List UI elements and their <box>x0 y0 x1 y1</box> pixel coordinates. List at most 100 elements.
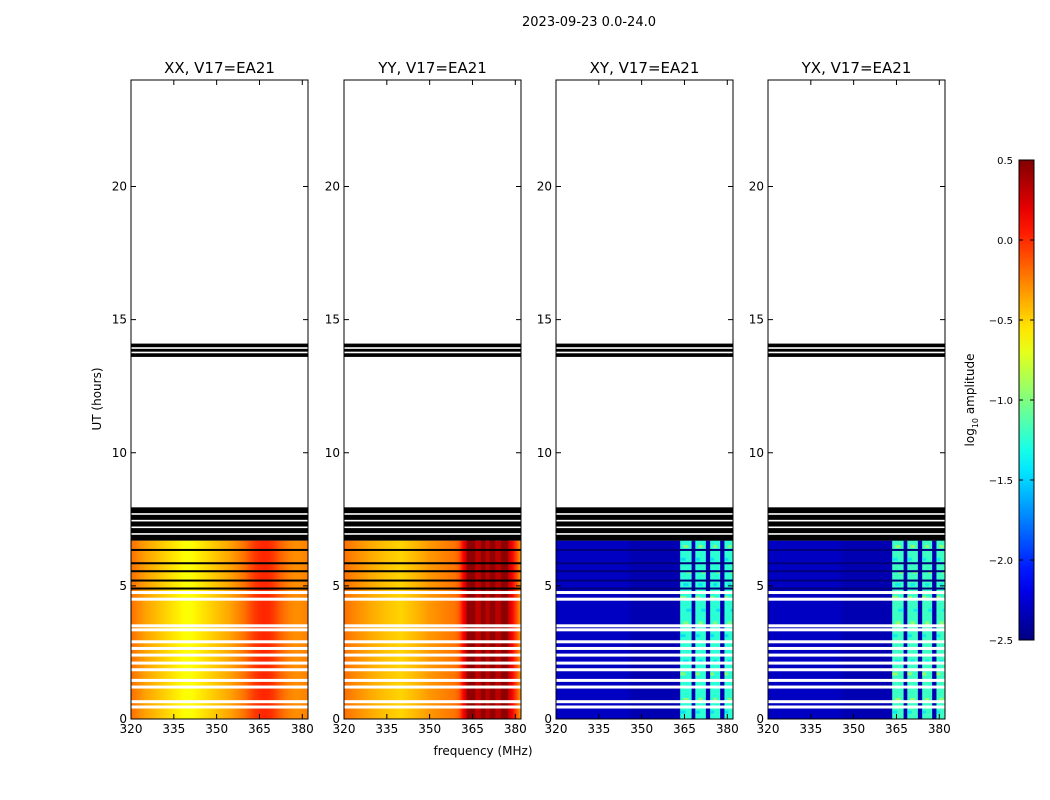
x-tick-label: 335 <box>587 722 610 736</box>
gap-line <box>131 624 308 628</box>
dark-line <box>131 579 308 582</box>
x-tick-label: 350 <box>418 722 441 736</box>
gap-line <box>556 678 733 682</box>
y-tick-label: 20 <box>325 180 340 194</box>
gap-line <box>556 646 733 650</box>
y-tick-label: 20 <box>112 180 127 194</box>
dark-line <box>344 570 521 573</box>
gap-line <box>131 628 308 632</box>
panel-title: XY, V17=EA21 <box>590 59 700 77</box>
x-tick-label: 365 <box>461 722 484 736</box>
x-tick-label: 320 <box>333 722 356 736</box>
gap-line <box>131 640 308 644</box>
gap-line <box>344 668 521 672</box>
gap-line <box>344 624 521 628</box>
gap-line <box>768 678 945 682</box>
x-tick-label: 350 <box>205 722 228 736</box>
flagged-band <box>131 507 308 541</box>
dark-line <box>556 548 733 551</box>
gap-line <box>556 624 733 628</box>
gap-line <box>344 591 521 595</box>
gap-line <box>556 597 733 601</box>
dark-line <box>768 548 945 551</box>
dark-line <box>768 570 945 573</box>
gap-line <box>556 661 733 665</box>
gap-line <box>768 628 945 632</box>
gap-line <box>556 653 733 657</box>
gap-line <box>768 661 945 665</box>
panel-title: YX, V17=EA21 <box>801 59 912 77</box>
gap-line <box>768 685 945 689</box>
gap-line <box>131 653 308 657</box>
gap-line <box>344 705 521 709</box>
plot-frame <box>343 79 522 720</box>
colorbar-tick-label: −2.5 <box>989 636 1013 647</box>
gap-line <box>556 705 733 709</box>
dark-line <box>556 562 733 565</box>
x-tick-label: 335 <box>375 722 398 736</box>
flagged-band <box>344 343 521 357</box>
gap-line <box>768 624 945 628</box>
x-tick-label: 335 <box>799 722 822 736</box>
y-tick-label: 0 <box>332 712 340 726</box>
panel-yx: YX, V17=EA21 320 335 350 365 380 0 5 10 15 20 <box>749 59 951 736</box>
flagged-band <box>768 507 945 541</box>
y-tick-label: 20 <box>537 180 552 194</box>
y-tick-label: 15 <box>325 313 340 327</box>
y-tick-label: 0 <box>119 712 127 726</box>
y-tick-label: 15 <box>112 313 127 327</box>
y-tick-label: 10 <box>112 446 127 460</box>
dark-line <box>131 570 308 573</box>
gap-line <box>556 685 733 689</box>
gap-line <box>768 700 945 704</box>
colorbar-tick-label: −1.5 <box>989 476 1013 487</box>
y-tick-label: 10 <box>537 446 552 460</box>
panel-title: YY, V17=EA21 <box>377 59 487 77</box>
gap-line <box>768 668 945 672</box>
gap-line <box>131 597 308 601</box>
panel-title: XX, V17=EA21 <box>164 59 275 77</box>
dark-line <box>131 562 308 565</box>
gap-line <box>344 700 521 704</box>
x-tick-label: 365 <box>673 722 696 736</box>
x-tick-label: 380 <box>504 722 527 736</box>
plot-frame <box>130 79 309 720</box>
gap-line <box>131 661 308 665</box>
dark-line <box>556 570 733 573</box>
gap-line <box>344 640 521 644</box>
colorbar-tick-label: 0.5 <box>997 156 1013 167</box>
gap-line <box>131 591 308 595</box>
flagged-band <box>556 343 733 357</box>
gap-line <box>556 700 733 704</box>
gap-line <box>768 597 945 601</box>
plot-frame <box>767 79 946 720</box>
y-tick-label: 5 <box>119 579 127 593</box>
dark-line <box>131 587 308 590</box>
y-tick-label: 15 <box>749 313 764 327</box>
x-tick-label: 320 <box>757 722 780 736</box>
y-tick-label: 0 <box>756 712 764 726</box>
y-axis-label: UT (hours) <box>90 367 104 430</box>
dark-line <box>768 579 945 582</box>
figure-title: 2023-09-23 0.0-24.0 <box>522 15 656 30</box>
y-tick-label: 10 <box>325 446 340 460</box>
dark-line <box>344 587 521 590</box>
x-tick-label: 350 <box>630 722 653 736</box>
y-tick-label: 20 <box>749 180 764 194</box>
flagged-band <box>768 343 945 357</box>
dark-line <box>556 587 733 590</box>
colorbar-tick-label: −2.0 <box>989 556 1013 567</box>
gap-line <box>131 646 308 650</box>
gap-line <box>344 678 521 682</box>
x-tick-label: 350 <box>842 722 865 736</box>
colorbar-tick-label: −0.5 <box>989 316 1013 327</box>
colorbar-tick-label: 0.0 <box>997 236 1013 247</box>
flagged-band <box>556 507 733 541</box>
gap-line <box>131 700 308 704</box>
gap-line <box>344 646 521 650</box>
dark-line <box>344 562 521 565</box>
flagged-band <box>131 343 308 357</box>
gap-line <box>131 685 308 689</box>
flagged-band <box>344 507 521 541</box>
